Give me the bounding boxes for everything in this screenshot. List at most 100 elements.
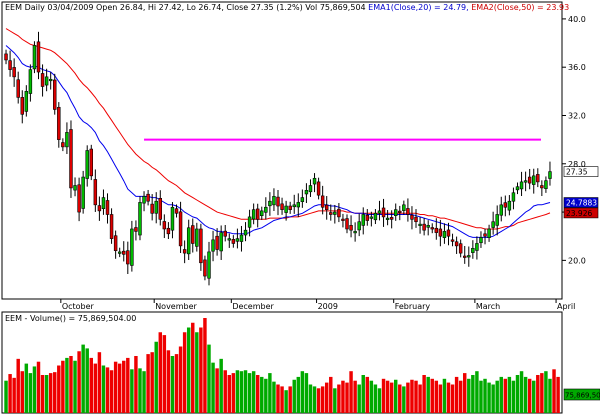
volume-bar	[170, 356, 175, 413]
candle	[548, 161, 552, 186]
volume-bar	[4, 380, 8, 413]
candle	[511, 187, 516, 210]
candle	[40, 64, 45, 97]
candle	[398, 205, 402, 221]
candle	[138, 196, 142, 241]
candle	[166, 222, 171, 239]
candle	[410, 206, 414, 230]
volume-panel: EEM - Volume() = 75,869,504.00 75,869,504	[1, 311, 600, 414]
candle-body	[357, 221, 361, 231]
candle-body	[288, 205, 292, 210]
candle-body	[24, 91, 29, 112]
volume-bar	[186, 327, 191, 413]
volume-bar	[442, 378, 447, 413]
y-tick-label: 40.0	[568, 15, 586, 24]
candle	[12, 58, 16, 87]
volume-bar	[20, 371, 24, 413]
volume-bar	[438, 384, 443, 413]
volume-bar	[373, 384, 378, 413]
candle	[69, 120, 73, 198]
candle-body	[381, 207, 386, 218]
candle	[503, 195, 508, 217]
candle	[499, 196, 503, 222]
candle-body	[264, 206, 268, 213]
candle	[117, 247, 122, 258]
candle	[426, 220, 430, 236]
candle	[170, 202, 175, 239]
volume-bar	[361, 375, 365, 413]
candle	[134, 220, 138, 241]
candle	[393, 203, 398, 221]
candle-body	[361, 214, 365, 226]
volume-bar	[548, 378, 552, 413]
candle	[373, 209, 378, 225]
candle	[178, 201, 183, 254]
candle	[458, 239, 463, 258]
volume-bar	[174, 354, 179, 413]
candle-body	[406, 208, 410, 215]
header-ohlc: Daily 03/04/2009 Open 26.84, Hi 27.42, L…	[25, 3, 369, 12]
volume-bar	[552, 369, 556, 413]
candle	[523, 171, 528, 192]
candle	[264, 197, 268, 220]
candle-body	[89, 148, 93, 177]
candle-body	[105, 200, 110, 215]
volume-bar	[203, 318, 207, 413]
candle	[414, 209, 418, 228]
candle-body	[199, 228, 203, 264]
volume-bar	[503, 378, 508, 413]
volume-bar	[89, 357, 93, 413]
candle-body	[422, 223, 426, 231]
candle	[312, 173, 317, 193]
candle	[174, 204, 179, 218]
candle	[44, 68, 49, 92]
candle	[406, 198, 410, 222]
candle	[467, 246, 471, 267]
candle	[28, 64, 33, 102]
candle-body	[223, 230, 227, 237]
candle-body	[430, 227, 434, 230]
candle-body	[40, 73, 45, 87]
candle	[260, 206, 264, 220]
volume-bar	[385, 380, 390, 413]
candle-body	[231, 239, 236, 244]
candle-body	[503, 202, 508, 208]
header-ticker: EEM	[5, 3, 25, 12]
volume-bar	[235, 370, 240, 413]
candle-body	[32, 45, 37, 70]
volume-bar	[398, 384, 402, 413]
candle-body	[44, 76, 49, 86]
volume-bar	[483, 378, 487, 413]
candle-body	[65, 132, 69, 148]
ema2-line	[5, 28, 551, 230]
volume-bar	[527, 378, 532, 413]
candle	[24, 85, 29, 117]
candle	[101, 189, 106, 215]
candle-body	[523, 180, 528, 183]
candle-body	[85, 150, 89, 179]
candle-body	[170, 206, 175, 231]
volume-bar	[247, 373, 252, 413]
volume-bar	[475, 371, 479, 413]
volume-bar	[101, 365, 106, 413]
candle-body	[174, 208, 179, 214]
volume-bar	[195, 332, 199, 413]
candle	[385, 210, 390, 226]
candle-body	[442, 231, 447, 238]
candle-body	[527, 176, 532, 184]
candle-body	[312, 177, 317, 185]
volume-bar	[227, 375, 232, 413]
volume-bar	[199, 327, 203, 413]
candle-body	[353, 231, 357, 234]
candle	[442, 223, 447, 244]
candle-body	[499, 204, 503, 216]
volume-bar	[519, 371, 524, 413]
candle-body	[276, 196, 280, 207]
candle	[85, 145, 89, 187]
volume-bar	[32, 366, 37, 413]
candle	[126, 241, 130, 275]
candle-body	[418, 223, 422, 226]
volume-bar	[345, 382, 349, 413]
candle	[65, 122, 69, 155]
candle	[365, 209, 370, 226]
